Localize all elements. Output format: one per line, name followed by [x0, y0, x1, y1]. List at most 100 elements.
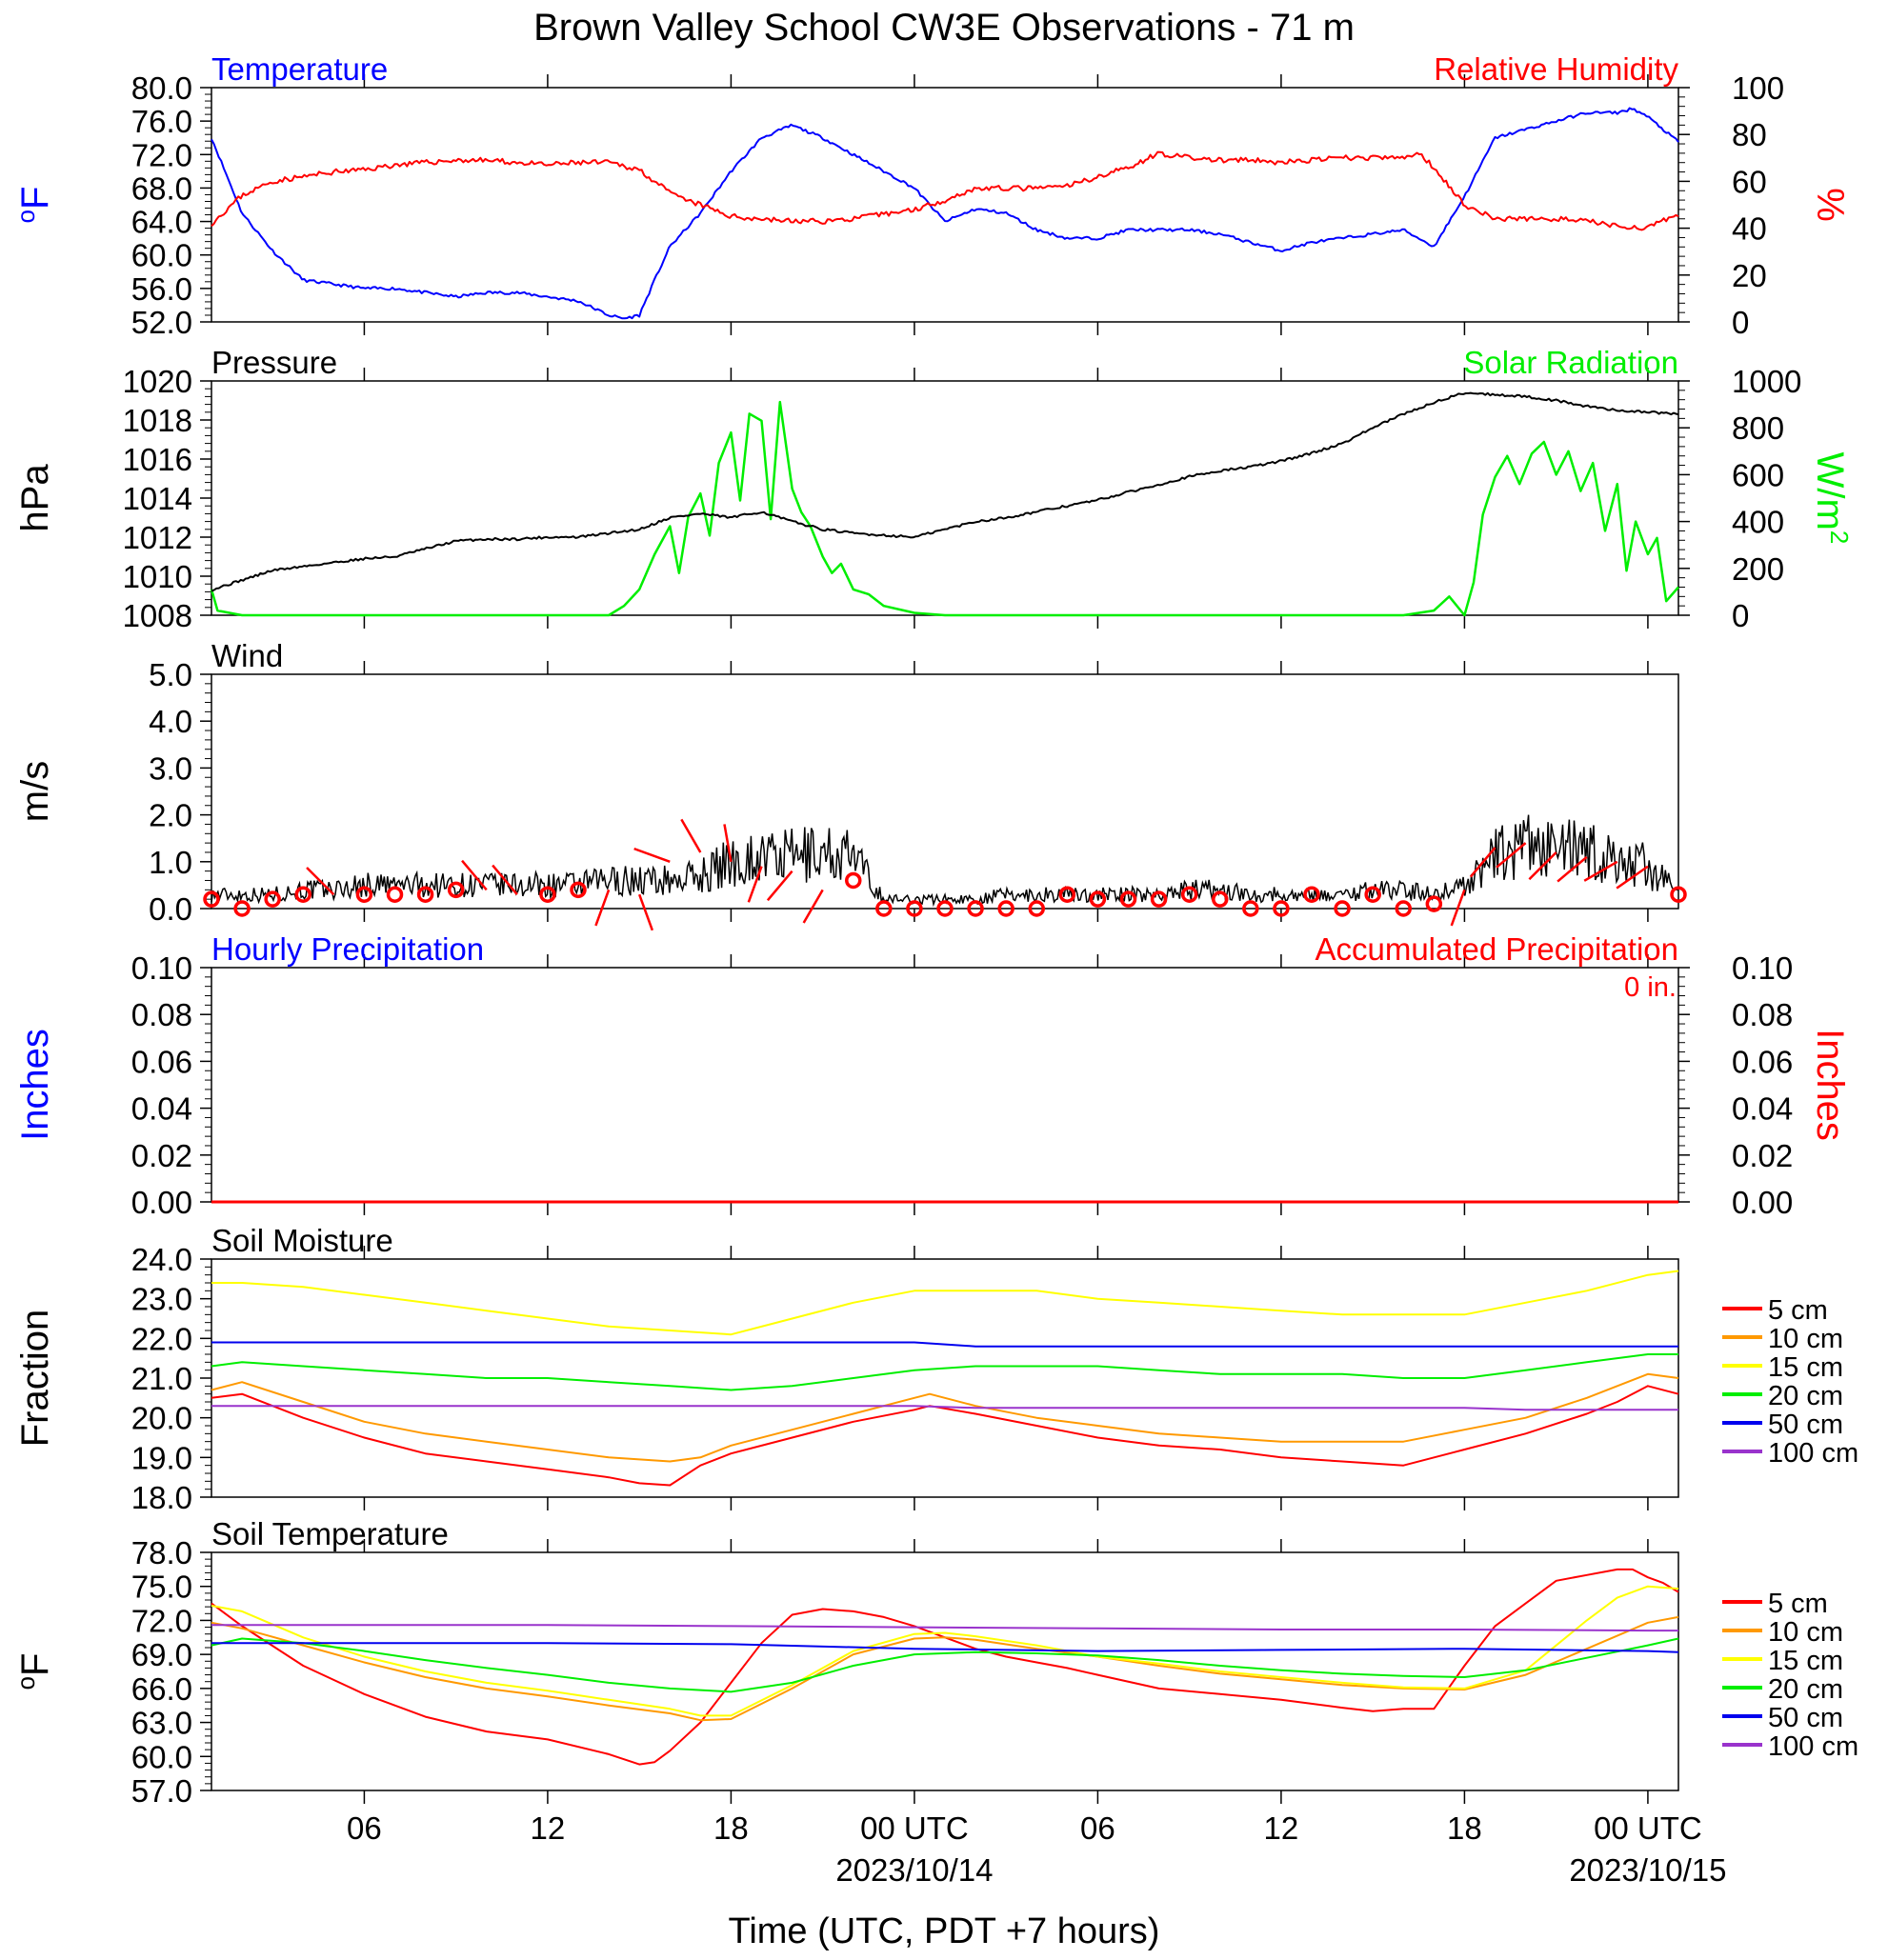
depth-line-5cm [211, 1385, 1679, 1487]
panel-title-left: Pressure [211, 345, 337, 380]
date-label: 2023/10/15 [1569, 1852, 1726, 1888]
legend-label: 15 cm [1768, 1352, 1843, 1383]
time-tick-label: 18 [713, 1810, 749, 1846]
date-label: 2023/10/14 [835, 1852, 993, 1888]
panel-soil-temp: 57.060.063.066.069.072.075.078.0 Soil Tem… [11, 1516, 1858, 1809]
right-tick-label: 400 [1732, 505, 1784, 540]
wind-calm-circle [997, 900, 1014, 917]
legend-label: 50 cm [1768, 1410, 1843, 1440]
wind-barb [461, 859, 488, 891]
left-tick-label: 57.0 [131, 1773, 192, 1809]
wind-calm-circle [1334, 900, 1351, 917]
left-unit-label: Fraction [14, 1310, 56, 1448]
panel-wind: 0.0 1.0 2.0 3.0 4.0 5.0 Wind m/s [14, 638, 1687, 931]
wind-barb [680, 818, 702, 853]
time-tick-label: 06 [1080, 1810, 1115, 1846]
wind-barb [306, 867, 335, 896]
left-tick-label: 0.08 [131, 997, 192, 1032]
depth-line-100cm [211, 1405, 1678, 1411]
left-unit-label: m/s [14, 761, 56, 822]
right-tick-label: 0 [1732, 598, 1749, 633]
right-unit-label: % [1809, 188, 1851, 222]
x-axis-label: Time (UTC, PDT +7 hours) [729, 1911, 1160, 1951]
time-tick-label: 06 [347, 1810, 382, 1846]
right-tick-label: 60 [1732, 164, 1767, 199]
legend-label: 20 cm [1768, 1381, 1843, 1411]
wind-calm-circle [845, 871, 862, 890]
legend-label: 10 cm [1768, 1324, 1843, 1354]
panel-title-left: Wind [211, 638, 283, 673]
wind-barb [1583, 860, 1618, 882]
right-tick-label: 0.04 [1732, 1091, 1793, 1127]
legend-label: 5 cm [1768, 1589, 1828, 1619]
left-tick-label: 19.0 [131, 1440, 192, 1475]
wind-calm-circle [1425, 895, 1443, 912]
left-tick-label: 60.0 [131, 238, 192, 273]
right-tick-label: 800 [1732, 410, 1784, 446]
left-tick-label: 66.0 [131, 1671, 192, 1707]
wind-barb [637, 893, 654, 931]
wind-calm-circle [875, 900, 893, 917]
wind-barb [1469, 847, 1496, 878]
right-tick-label: 20 [1732, 258, 1767, 293]
panel-frame [211, 87, 1679, 323]
left-tick-label: 4.0 [149, 704, 192, 739]
right-tick-label: 600 [1732, 457, 1784, 492]
wind-calm-circle [967, 900, 984, 917]
wind-calm-circle [1119, 890, 1137, 908]
left-tick-label: 69.0 [131, 1637, 192, 1672]
right-tick-label: 0.08 [1732, 997, 1793, 1032]
legend-label: 10 cm [1768, 1617, 1843, 1648]
legend-label: 5 cm [1768, 1295, 1828, 1326]
wind-barb [633, 847, 671, 863]
left-tick-label: 72.0 [131, 1603, 192, 1638]
left-tick-label: 0.06 [131, 1044, 192, 1079]
depth-line-50cm [211, 1642, 1679, 1653]
wind-calm-circle [416, 886, 434, 903]
left-tick-label: 1012 [123, 520, 192, 555]
wind-barb [747, 866, 763, 903]
wind-calm-circle [1303, 886, 1320, 903]
left-tick-label: 76.0 [131, 104, 192, 139]
wind-calm-circle [1242, 900, 1259, 917]
wind-calm-circle [447, 881, 465, 899]
right-tick-label: 0.06 [1732, 1044, 1793, 1079]
panel-title-right: Relative Humidity [1434, 51, 1678, 87]
wind-calm-circle [1364, 886, 1381, 903]
panel-precip: 0.00 0.02 0.04 0.06 0.08 0.10 0.00 0.02 0.04 0.06… [14, 931, 1851, 1220]
left-tick-label: 5.0 [149, 657, 192, 692]
left-tick-label: 2.0 [149, 798, 192, 833]
depth-line-20cm [211, 1637, 1679, 1693]
wind-calm-circle [203, 890, 220, 908]
left-tick-label: 78.0 [131, 1535, 192, 1570]
panel-title-left: Temperature [211, 51, 388, 87]
wind-barb [1557, 855, 1588, 883]
wind-calm-circle [1212, 890, 1229, 908]
left-tick-label: 21.0 [131, 1361, 192, 1396]
left-tick-label: 56.0 [131, 271, 192, 307]
right-tick-label: 40 [1732, 211, 1767, 247]
wind-calm-circle [1180, 886, 1198, 903]
right-tick-label: 0.10 [1732, 950, 1793, 986]
depth-line-10cm [211, 1372, 1679, 1463]
left-unit-label: hPa [14, 464, 56, 532]
depth-line-100cm [211, 1624, 1678, 1632]
panel-title-left: Soil Temperature [211, 1516, 449, 1551]
left-tick-label: 23.0 [131, 1282, 192, 1317]
right-unit-label: Inches [1809, 1029, 1851, 1141]
left-tick-label: 75.0 [131, 1570, 192, 1605]
left-tick-label: 1020 [123, 364, 192, 399]
right-tick-label: 0 [1732, 305, 1749, 340]
wind-calm-circle [1395, 900, 1412, 917]
time-tick-label: 00 UTC [860, 1810, 969, 1846]
panel-title-left: Soil Moisture [211, 1223, 393, 1258]
wind-calm-circle [1670, 886, 1687, 903]
legend-label: 15 cm [1768, 1646, 1843, 1676]
left-tick-label: 60.0 [131, 1739, 192, 1774]
wind-calm-circle [1273, 900, 1290, 917]
left-tick-label: 1.0 [149, 845, 192, 880]
left-tick-label: 24.0 [131, 1242, 192, 1277]
panel-soil-moisture: 18.0 19.0 20.0 21.0 22.0 23.0 24.0 Soil Moistur… [14, 1223, 1858, 1515]
pressure-line [211, 391, 1679, 592]
